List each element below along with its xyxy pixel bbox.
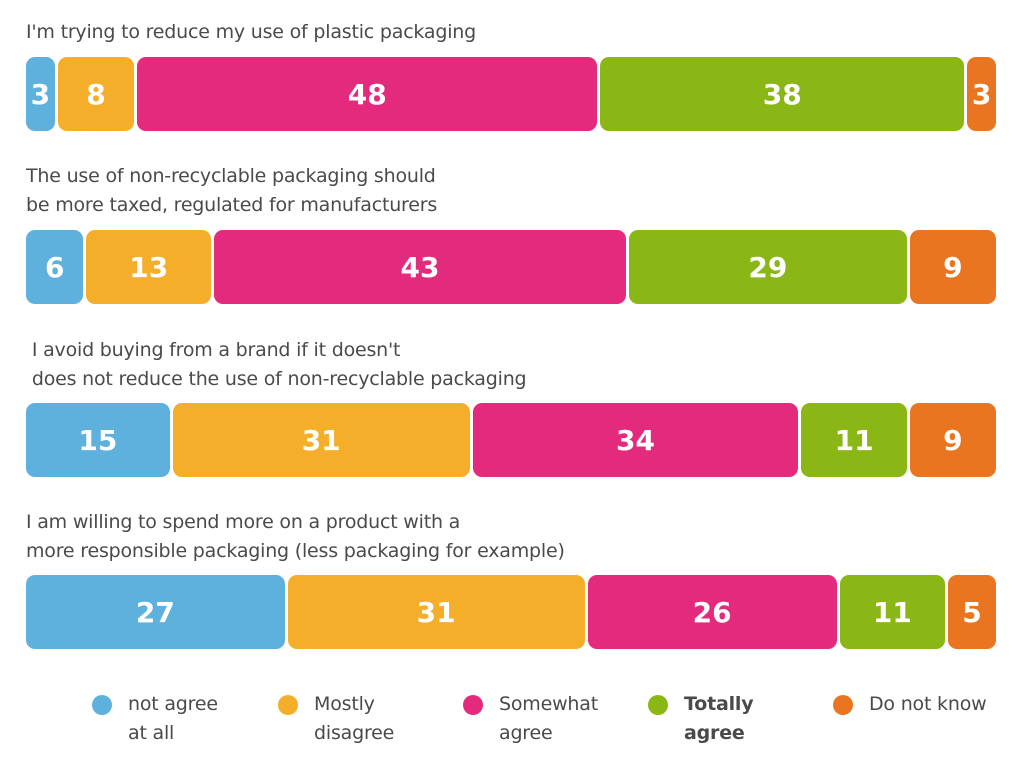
bar-segment: 13 bbox=[86, 230, 211, 304]
question-label: The use of non-recyclable packaging shou… bbox=[26, 165, 438, 216]
bar-segment: 11 bbox=[839, 575, 946, 649]
bar-segment: 43 bbox=[214, 230, 626, 304]
bar-segment: 27 bbox=[26, 575, 285, 649]
legend-swatch bbox=[833, 695, 853, 715]
bar-row: 3 8 48 38 3 bbox=[26, 57, 996, 131]
bar-segment: 34 bbox=[472, 403, 799, 477]
legend-swatch bbox=[648, 695, 668, 715]
bar-segment: 3 bbox=[26, 57, 55, 131]
bar-row: 6 13 43 29 9 bbox=[26, 230, 996, 304]
bar-segment: 6 bbox=[26, 230, 84, 304]
legend: not agree at all Mostly disagree Somewhat … bbox=[0, 690, 1024, 750]
legend-swatch bbox=[92, 695, 112, 715]
bar-row: 15 31 34 11 9 bbox=[26, 403, 996, 477]
legend-swatch bbox=[463, 695, 483, 715]
bar-segment: 11 bbox=[801, 403, 907, 477]
bar-row: 27 31 26 11 5 bbox=[26, 575, 996, 649]
legend-label: not agree at all bbox=[128, 693, 218, 744]
bar-segment: 15 bbox=[26, 403, 170, 477]
legend-swatch bbox=[278, 695, 298, 715]
bar-segment: 5 bbox=[948, 575, 996, 649]
bar-segment: 48 bbox=[137, 57, 598, 131]
bar-segment: 31 bbox=[287, 575, 585, 649]
bar-segment: 26 bbox=[587, 575, 837, 649]
bar-segment: 31 bbox=[172, 403, 470, 477]
bar-segment: 9 bbox=[909, 403, 996, 477]
legend-label: Do not know bbox=[869, 693, 987, 715]
question-label: I'm trying to reduce my use of plastic p… bbox=[26, 21, 476, 43]
bar-segment: 9 bbox=[909, 230, 996, 304]
question-label: I am willing to spend more on a product … bbox=[26, 511, 565, 562]
bar-segment: 29 bbox=[628, 230, 907, 304]
bar-segment: 38 bbox=[600, 57, 965, 131]
legend-label: Mostly disagree bbox=[314, 693, 395, 744]
question-label: I avoid buying from a brand if it doesn'… bbox=[31, 339, 527, 390]
bar-segment: 3 bbox=[967, 57, 996, 131]
bar-segment: 8 bbox=[57, 57, 135, 131]
legend-label: Totally agree bbox=[684, 693, 754, 744]
legend-label: Somewhat agree bbox=[499, 693, 598, 744]
